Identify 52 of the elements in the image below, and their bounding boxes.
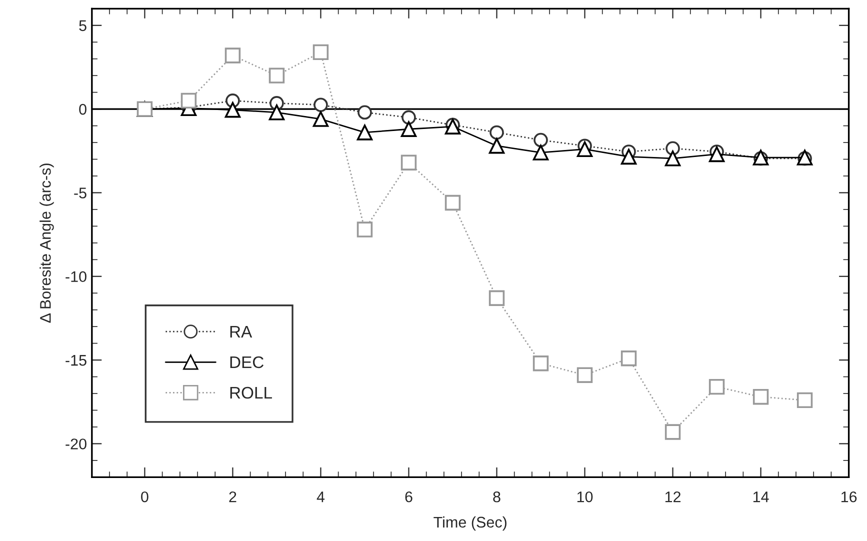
point (356, 124, 373, 140)
point (664, 424, 681, 440)
point (314, 98, 328, 112)
x-tick-label: 6 (405, 491, 412, 502)
x-tick-label: 16 (841, 491, 857, 502)
y-tick-label: -10 (66, 271, 86, 282)
point (490, 125, 504, 140)
x-tick-label: 2 (229, 491, 236, 502)
point (620, 350, 637, 366)
point (356, 222, 373, 238)
point (534, 132, 548, 148)
point (268, 104, 285, 120)
x-tick-label: 8 (493, 491, 500, 502)
point (752, 389, 769, 405)
point (708, 146, 725, 162)
point (444, 194, 461, 211)
x-tick-label: 0 (141, 491, 148, 502)
x-tick-label: 4 (316, 492, 325, 502)
y-tick-label: -20 (66, 438, 86, 450)
point (358, 105, 372, 120)
y-tick-label: -5 (74, 188, 86, 198)
point (664, 150, 681, 166)
point (312, 44, 329, 60)
point (224, 48, 241, 64)
y-tick-label: 0 (79, 104, 86, 115)
point (400, 121, 417, 137)
point (532, 356, 549, 372)
point (532, 144, 549, 160)
x-axis-title: Time (Sec) (434, 516, 506, 531)
point (402, 110, 416, 125)
point (400, 154, 417, 170)
point (796, 392, 813, 408)
legend-label: RA (230, 326, 252, 338)
legend-label: ROLL (230, 386, 272, 399)
point (576, 367, 593, 383)
legend-label: DEC (230, 356, 264, 368)
point (312, 111, 329, 127)
point (488, 290, 505, 306)
y-tick-label: 5 (79, 20, 86, 32)
point (224, 102, 241, 118)
y-tick-label: -15 (66, 355, 86, 366)
point (576, 141, 593, 158)
point (268, 68, 285, 84)
point (666, 141, 680, 156)
x-tick-label: 14 (753, 492, 769, 502)
point (620, 148, 637, 165)
x-tick-label: 10 (577, 491, 593, 502)
point (488, 138, 505, 154)
point (180, 92, 197, 109)
point (708, 378, 725, 395)
x-tick-label: 12 (665, 491, 680, 502)
y-axis-title: Δ Boresite Angle (arc-s) (40, 164, 54, 323)
